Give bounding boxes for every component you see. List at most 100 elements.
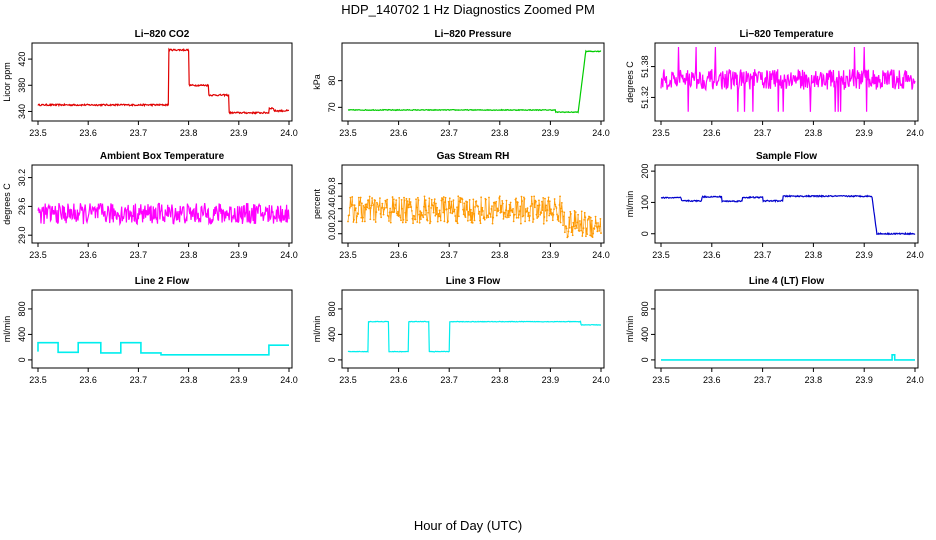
x-tick-label: 24.0 [592,250,610,260]
data-point [440,199,443,202]
data-point [469,219,472,222]
chart-panel: Li−820 CO2 Licor ppm 23.5 23.6 23.7 23.8 23.9 2… [2,29,298,138]
data-point [371,202,374,205]
data-point [544,197,546,200]
data-point [466,219,469,222]
data-point [442,211,445,214]
y-tick-label: 0 [640,231,650,236]
x-tick-label: 23.9 [230,128,248,138]
plot-frame [654,289,919,369]
data-point [433,198,436,201]
data-point [595,222,598,224]
data-point [504,209,507,212]
data-point [506,214,509,217]
figure-x-axis-label: Hour of Day (UTC) [413,518,523,533]
y-tick-label: 800 [17,301,27,316]
data-point [430,198,433,201]
x-tick-label: 23.8 [805,375,823,385]
data-point [530,195,533,198]
x-tick-label: 23.8 [180,250,198,260]
data-line [37,202,290,227]
data-point [535,200,537,203]
data-point [526,207,529,210]
x-tick-label: 23.7 [754,375,772,385]
data-point [403,196,405,199]
data-point [584,216,587,219]
y-tick-label: 100 [640,195,650,210]
data-point [372,204,375,206]
data-point [439,219,442,222]
data-point [387,215,390,218]
data-point [527,211,530,214]
data-point [482,210,484,212]
data-point [374,221,377,223]
data-point [479,219,481,222]
data-point [448,197,451,200]
data-point [395,212,398,215]
plot-frame [341,289,605,369]
data-point [580,210,583,213]
data-point [547,196,550,199]
data-point [351,204,354,206]
y-tick-label: 400 [640,327,650,342]
data-point [593,228,596,230]
data-point [400,219,402,222]
data-point [373,218,375,221]
data-point [394,207,396,210]
plot-frame [341,164,605,244]
data-point [572,221,575,224]
data-point [551,219,554,222]
x-tick-label: 23.8 [491,250,509,260]
data-point [559,195,561,198]
y-axis-label: ml/min [625,316,635,343]
data-point [591,219,593,222]
data-point [478,210,481,213]
data-point [583,211,586,214]
data-point [427,211,430,214]
data-point [453,210,455,213]
data-point [423,205,425,208]
data-point [598,229,601,232]
data-point [361,220,364,223]
x-tick-label: 23.5 [29,250,47,260]
data-point [366,206,369,209]
chart-title: Ambient Box Temperature [100,151,225,162]
x-tick-label: 23.7 [130,375,148,385]
x-tick-label: 23.9 [855,250,873,260]
data-point [363,220,366,223]
plot-frame [31,164,293,244]
data-point [500,211,503,213]
x-tick-label: 24.0 [906,128,924,138]
data-point [527,215,530,218]
data-point [388,211,391,214]
data-point [550,208,552,211]
data-point [382,206,384,209]
data-point [488,196,490,199]
x-tick-label: 23.7 [754,250,772,260]
chart-title: Li−820 Temperature [739,29,833,40]
data-point [489,213,492,216]
data-point [368,195,371,198]
data-point [579,223,582,226]
data-point [397,210,399,213]
data-point [417,199,420,202]
y-tick-label: 0.8 [327,177,337,190]
data-point [555,207,558,209]
data-point [358,204,361,207]
data-point [451,212,454,215]
data-point [506,216,508,219]
data-point [495,200,498,203]
data-point [410,206,413,208]
y-tick-label: 800 [640,301,650,316]
data-point [405,197,408,200]
data-point [462,208,464,211]
data-point [429,220,432,223]
y-tick-label: 29.0 [17,226,27,244]
data-point [557,220,560,222]
x-tick-label: 23.6 [703,128,721,138]
data-point [491,222,494,225]
data-point [469,208,472,211]
data-point [549,212,552,215]
data-point [422,216,425,219]
